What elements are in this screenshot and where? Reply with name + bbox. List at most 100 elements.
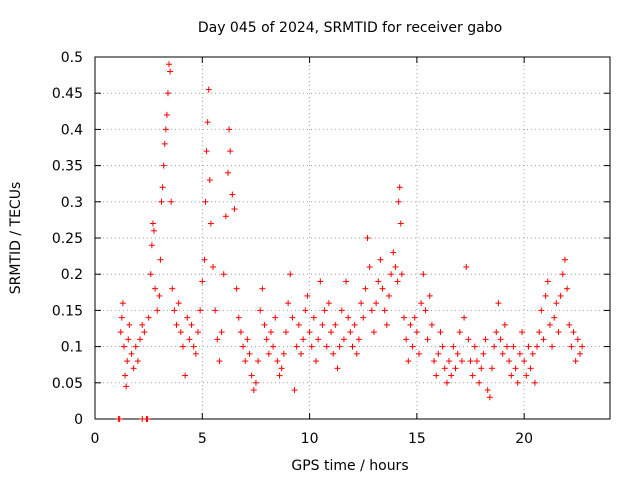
data-point — [416, 350, 423, 357]
data-point — [162, 126, 169, 133]
data-point — [202, 198, 209, 205]
data-point — [521, 358, 528, 365]
data-point — [179, 343, 186, 350]
data-point — [195, 329, 201, 336]
data-point — [336, 343, 343, 350]
data-point — [395, 198, 402, 205]
data-point — [141, 329, 148, 336]
data-point — [293, 343, 300, 350]
data-point — [206, 177, 213, 184]
data-point — [315, 336, 322, 343]
data-point — [557, 292, 564, 299]
data-point — [368, 307, 375, 314]
data-point — [204, 119, 211, 126]
data-point — [325, 300, 332, 307]
data-point — [508, 372, 515, 379]
data-point — [122, 372, 129, 379]
data-point — [375, 278, 382, 285]
data-point — [401, 314, 407, 321]
data-point — [525, 343, 532, 350]
data-point — [499, 350, 506, 357]
data-point — [441, 365, 448, 372]
y-tick-label: 0.5 — [61, 50, 83, 66]
y-tick-label: 0.4 — [61, 122, 83, 138]
data-point — [227, 148, 234, 155]
data-point — [226, 126, 233, 133]
data-point — [145, 314, 152, 321]
data-point — [190, 343, 197, 350]
data-point — [420, 271, 427, 278]
data-point — [175, 300, 182, 307]
data-point — [214, 336, 221, 343]
y-tick-label: 0.25 — [52, 231, 83, 247]
y-tick-label: 0.45 — [52, 86, 83, 102]
data-point — [173, 321, 180, 328]
data-point — [338, 307, 345, 314]
data-point — [257, 307, 264, 314]
data-point — [201, 256, 208, 263]
data-point — [435, 350, 442, 357]
data-point — [265, 350, 272, 357]
data-point — [184, 314, 191, 321]
chart-title: Day 045 of 2024, SRMTID for receiver gab… — [198, 20, 502, 36]
data-point — [383, 321, 390, 328]
data-point — [222, 213, 229, 220]
data-point — [306, 329, 313, 336]
data-point — [160, 162, 167, 169]
data-point — [118, 314, 125, 321]
data-points — [115, 61, 586, 422]
data-point — [497, 336, 504, 343]
data-point — [396, 184, 403, 191]
data-point — [437, 329, 444, 336]
data-point — [510, 343, 517, 350]
data-point — [276, 372, 283, 379]
data-point — [149, 220, 156, 227]
data-point — [263, 336, 270, 343]
data-point — [289, 314, 296, 321]
data-point — [298, 350, 304, 357]
data-point — [130, 365, 137, 372]
data-point — [261, 321, 268, 328]
data-point — [426, 292, 433, 299]
data-point — [379, 285, 386, 292]
data-point — [461, 314, 468, 321]
data-point — [240, 343, 247, 350]
data-point — [328, 329, 335, 336]
data-point — [119, 300, 126, 307]
data-point — [291, 387, 298, 394]
data-point — [192, 350, 199, 357]
data-point — [349, 343, 356, 350]
x-tick-label: 5 — [198, 431, 207, 447]
data-point — [443, 379, 450, 386]
data-point — [452, 365, 459, 372]
data-point — [158, 198, 165, 205]
data-point — [579, 343, 586, 350]
y-tick-label: 0.15 — [52, 303, 83, 319]
data-point — [516, 350, 523, 357]
data-point — [310, 314, 317, 321]
data-point — [465, 336, 472, 343]
data-point — [519, 329, 526, 336]
y-axis: 0 0.05 0.1 0.15 0.2 0.25 0.3 0.35 0.4 0.45 0.5 — [52, 50, 610, 428]
data-point — [476, 379, 483, 386]
data-point — [370, 329, 377, 336]
data-point — [362, 285, 369, 292]
data-point — [450, 343, 457, 350]
data-point — [205, 86, 212, 93]
data-point — [566, 321, 573, 328]
data-point — [385, 292, 392, 299]
data-point — [540, 336, 547, 343]
data-point — [572, 358, 579, 365]
data-point — [574, 336, 581, 343]
data-point — [166, 61, 173, 68]
data-point — [233, 285, 240, 292]
data-point — [313, 358, 320, 365]
data-point — [551, 314, 558, 321]
data-point — [570, 329, 577, 336]
data-point — [302, 307, 309, 314]
data-point — [388, 271, 395, 278]
data-point — [358, 300, 365, 307]
data-point — [216, 358, 223, 365]
data-point — [431, 358, 438, 365]
